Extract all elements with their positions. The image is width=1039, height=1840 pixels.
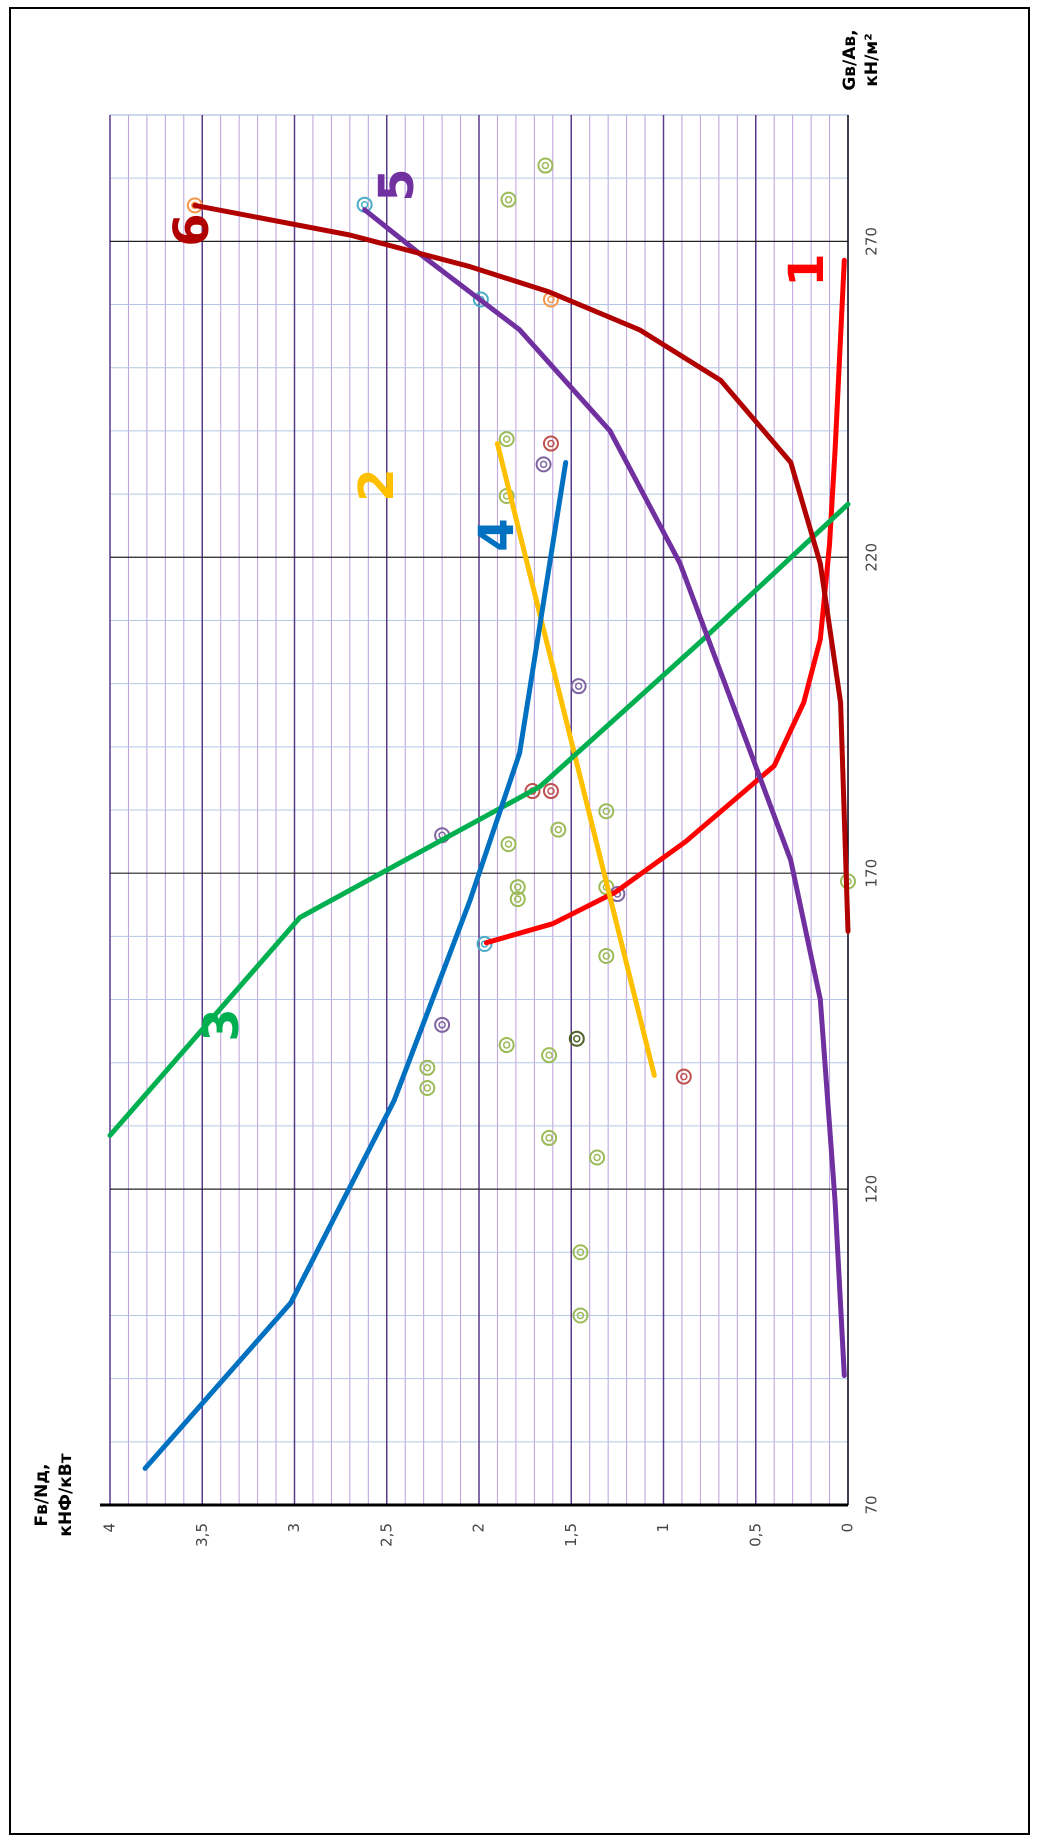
series-line	[192, 202, 851, 934]
y-tick-label: 2	[470, 1523, 488, 1533]
y-tick-label: 1,5	[562, 1523, 580, 1547]
scatter-point-core	[502, 1041, 511, 1049]
scatter-point	[568, 1030, 585, 1047]
scatter-point-core	[576, 1311, 585, 1320]
y-tick-label: 1	[654, 1523, 672, 1533]
scatter-point-core	[547, 787, 555, 795]
scatter-point-core	[593, 1153, 601, 1162]
scatter-point	[476, 935, 493, 952]
scatter-point-core	[504, 840, 513, 848]
x-tick-label: 270	[863, 227, 881, 256]
series-line	[142, 460, 569, 1471]
scatter-point-core	[513, 895, 522, 903]
y-tick-label: 0	[839, 1523, 857, 1533]
x-axis-title: Gв/Aв,	[840, 29, 860, 90]
scatter-point	[598, 947, 615, 964]
scatter-point	[537, 157, 554, 174]
series-label: 3	[194, 1008, 250, 1041]
series-label: 5	[369, 168, 425, 201]
series-label: 4	[469, 518, 525, 551]
scatter-point-core	[502, 435, 511, 443]
x-tick-label: 170	[863, 859, 881, 888]
x-tick-label: 120	[863, 1175, 881, 1204]
scatter-point-core	[576, 1248, 585, 1257]
scatter-point	[541, 1129, 558, 1146]
series-label: 1	[779, 253, 835, 286]
scatter-point-core	[573, 1034, 581, 1043]
scatter-point-core	[545, 1051, 553, 1059]
scatter-point-core	[513, 883, 522, 891]
scatter-point	[598, 803, 615, 820]
scatter-point	[572, 1307, 589, 1324]
series-line	[494, 441, 657, 1078]
series-line	[362, 207, 847, 1378]
scatter-point	[570, 678, 587, 695]
series-line	[107, 501, 851, 1138]
y-tick-label: 3,5	[193, 1523, 211, 1547]
scatter-point-core	[602, 807, 611, 816]
scatter-point	[572, 1244, 589, 1261]
scatter-point-core	[545, 1134, 553, 1142]
y-axis-title: кНФ/кВт	[56, 1453, 76, 1536]
scatter-point	[434, 1016, 451, 1033]
scatter-point-core	[504, 195, 513, 204]
x-axis-title: кН/м²	[862, 33, 882, 86]
scatter-point-core	[438, 1021, 446, 1029]
scatter-point-core	[547, 439, 555, 448]
scatter-point	[509, 879, 526, 896]
scatter-point	[589, 1149, 606, 1166]
scatter-point	[542, 783, 559, 800]
scatter-point	[675, 1068, 692, 1085]
scatter-point-core	[602, 952, 611, 960]
scatter-point-core	[680, 1072, 688, 1081]
scatter-point	[542, 435, 559, 452]
scatter-point-core	[554, 825, 563, 834]
scatter-point	[498, 431, 515, 448]
scatter-point	[541, 1047, 558, 1064]
scatter-point	[550, 821, 567, 838]
scatter-point-core	[539, 460, 548, 469]
series-label: 2	[349, 468, 405, 501]
scatter-point	[524, 783, 541, 800]
y-tick-label: 2,5	[377, 1523, 395, 1547]
x-tick-label: 70	[863, 1495, 881, 1514]
scatter-point	[500, 191, 517, 208]
scatter-point	[419, 1059, 436, 1076]
scatter-point-core	[541, 161, 550, 170]
scatter-point-core	[574, 682, 583, 690]
series-label: 6	[164, 213, 220, 246]
scatter-point-core	[423, 1084, 432, 1092]
y-axis-title: Fв/Nд,	[32, 1464, 52, 1527]
scatter-point-core	[423, 1064, 432, 1072]
y-tick-label: 4	[101, 1523, 119, 1533]
scatter-point	[509, 891, 526, 908]
scatter-point	[498, 1037, 515, 1054]
scatter-point	[535, 456, 552, 473]
scatter-point	[472, 291, 489, 308]
scatter-point	[419, 1080, 436, 1096]
series-line	[483, 257, 847, 946]
y-tick-label: 3	[285, 1523, 303, 1533]
scatter-point-core	[547, 295, 555, 304]
x-tick-label: 220	[863, 543, 881, 572]
y-tick-label: 0,5	[746, 1523, 764, 1547]
scatter-point	[500, 836, 517, 853]
